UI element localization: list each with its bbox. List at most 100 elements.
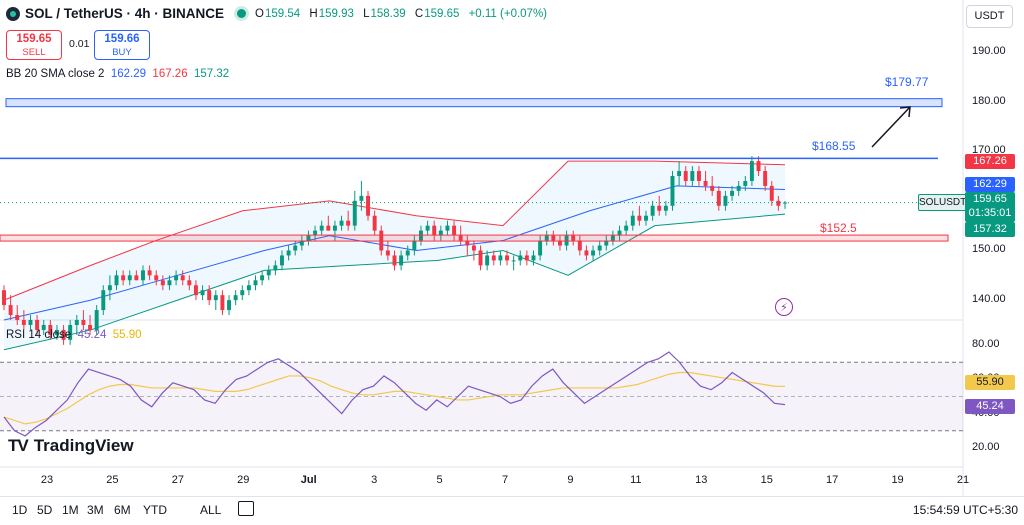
candle-body [339,220,344,226]
symbol-title[interactable]: SOL / TetherUS · 4h · BINANCE [25,6,225,21]
candle-body [776,200,781,206]
clock[interactable]: 15:54:59 UTC+5:30 [912,503,1018,517]
candle-body [412,240,417,251]
candle-body [167,280,172,286]
resistance-price-label[interactable]: $168.55 [812,139,856,153]
timeframe-button-3m[interactable]: 3M [87,503,104,517]
candle-body [366,195,370,216]
calendar-icon[interactable] [238,501,254,516]
candle-body [306,235,311,241]
candle-body [723,195,728,206]
timeframe-button-ytd[interactable]: YTD [143,503,167,517]
close-value: 159.65 [424,7,460,20]
candle-body [763,171,768,186]
buy-button[interactable]: 159.66 BUY [94,30,150,60]
candle-body [584,250,589,256]
candle-body [319,225,324,231]
candle-body [273,265,278,271]
bb-lower-price-tag: 157.32 [965,222,1015,237]
tradingview-logo[interactable]: TV TradingView [8,436,134,456]
candle-body [15,315,20,320]
candle-body [399,255,404,266]
candle-body [213,295,218,301]
price-tick-label: 190.00 [972,44,1006,57]
target-arrow-head [899,106,911,118]
candle-body [392,255,397,266]
timeframe-button-1d[interactable]: 1D [12,503,28,517]
time-tick-label: 21 [956,474,970,486]
target-zone [5,98,943,108]
candle-body [385,250,390,256]
candle-body [174,275,179,281]
bb-lower-value: 157.32 [194,68,230,80]
price-tick-label: 150.00 [972,243,1006,256]
rsi-ma-price-tag: 55.90 [965,375,1015,390]
time-tick-label: 25 [106,474,119,486]
currency-select[interactable]: USDT [966,5,1013,28]
candle-body [372,215,377,231]
candle-body [207,290,212,301]
candle-body [769,185,774,201]
bb-upper-value: 167.26 [152,68,188,80]
candle-body [703,180,708,186]
candle-body [564,235,569,246]
candle-body [551,235,556,241]
bb-upper-line [3,160,786,301]
candle-body [730,190,735,196]
timeframe-button-all[interactable]: ALL [200,503,222,517]
candle-body [749,161,754,181]
candle-body [134,275,139,281]
support-price-label[interactable]: $152.5 [820,221,857,235]
tv-logo-text: TradingView [33,436,134,455]
time-tick-label: 23 [40,474,54,486]
target-price-label[interactable]: $179.77 [885,75,929,89]
candle-body [332,225,337,231]
bb-upper-price-tag: 167.26 [965,154,1015,169]
open-value: 159.54 [264,7,301,20]
candle-body [696,171,701,181]
timeframe-button-1m[interactable]: 1M [62,503,79,517]
sell-label: SELL [22,47,46,58]
lightning-icon[interactable]: ⚡ [775,298,793,316]
candle-body [359,195,364,201]
symbol-price-tag: SOLUSDT [918,194,967,211]
candle-body [458,235,463,241]
candle-body [465,240,470,246]
candle-body [94,310,99,330]
candle-body [61,329,66,340]
bar-countdown: 01:35:01 [968,207,1012,219]
rsi-price-tag: 45.24 [965,399,1015,414]
candle-body [498,255,503,261]
price-tick-label: 170.00 [972,144,1006,157]
candle-body [683,171,688,181]
candle-body [379,230,384,251]
timeframe-button-6m[interactable]: 6M [114,503,131,517]
candle-body [637,215,642,221]
bb-legend[interactable]: BB 20 SMA close 2 162.29 167.26 157.32 [6,68,229,80]
candle-body [154,275,159,281]
candle-body [597,245,602,251]
timeframe-button-5d[interactable]: 5D [37,503,53,517]
candle-body [266,270,271,276]
time-tick-label: 5 [436,474,443,486]
candle-body [425,225,430,231]
candle-body [180,275,185,281]
candle-body [657,205,662,211]
ohlc-readout: O159.54 H159.93 L158.39 C159.65 +0.11 (+… [255,8,553,20]
candle-body [246,285,251,291]
candle-body [21,320,26,325]
last-price-tag: 159.65 01:35:01 [965,192,1015,222]
candle-body [193,285,198,296]
candle-body [286,250,291,256]
candle-body [505,255,509,261]
time-tick-label: Jul [300,474,317,486]
support-zone [0,234,949,242]
sell-button[interactable]: 159.65 SELL [6,30,62,60]
candle-body [48,324,53,335]
candle-body [28,320,33,325]
candle-body [531,255,536,261]
buy-price: 159.66 [104,33,140,45]
rsi-legend[interactable]: RSI 14 close 45.24 55.90 [6,329,142,341]
